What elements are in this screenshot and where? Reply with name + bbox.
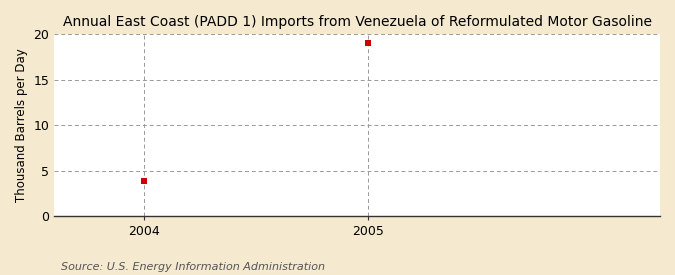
Title: Annual East Coast (PADD 1) Imports from Venezuela of Reformulated Motor Gasoline: Annual East Coast (PADD 1) Imports from … [63,15,651,29]
Y-axis label: Thousand Barrels per Day: Thousand Barrels per Day [15,48,28,202]
Text: Source: U.S. Energy Information Administration: Source: U.S. Energy Information Administ… [61,262,325,272]
